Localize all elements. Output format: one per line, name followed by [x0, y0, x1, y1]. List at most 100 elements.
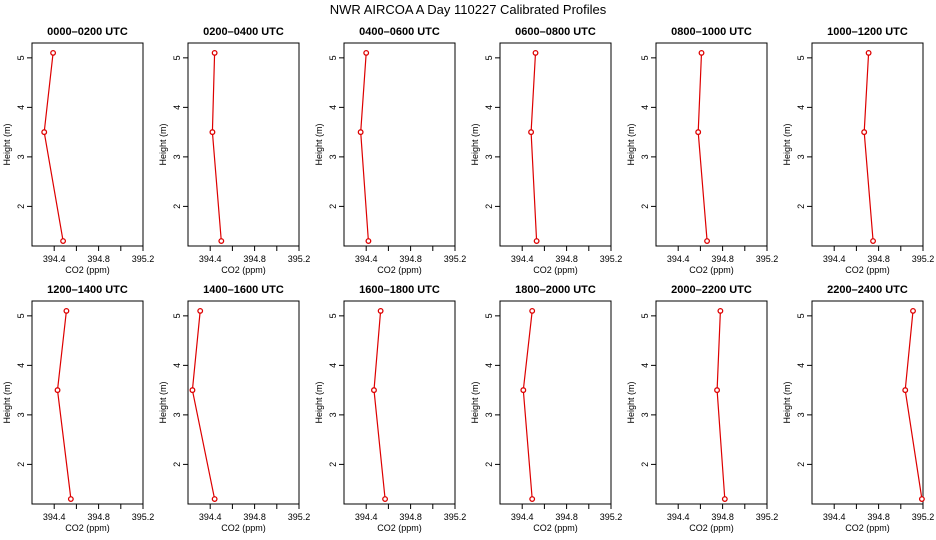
- x-tick-label: 394.4: [43, 512, 66, 522]
- x-tick-label: 395.2: [912, 512, 935, 522]
- x-tick-label: 394.4: [511, 512, 534, 522]
- y-tick-label: 2: [328, 462, 338, 467]
- y-tick-label: 2: [640, 204, 650, 209]
- data-point: [50, 49, 57, 56]
- data-point: [714, 387, 720, 394]
- plot-frame: [811, 42, 924, 247]
- data-point: [520, 387, 527, 394]
- x-tick-label: 395.2: [756, 254, 779, 264]
- profile-line: [863, 52, 874, 242]
- profile-line: [191, 310, 216, 500]
- data-point: [377, 307, 384, 314]
- plot-frame: [655, 300, 768, 505]
- x-tick-label: 395.2: [132, 254, 155, 264]
- panel-5: 0800–1000 UTC 394.4 394.8 395.2 2 3 4 5 CO2 (ppm…: [626, 26, 778, 275]
- data-point: [870, 238, 876, 244]
- y-tick-label: 2: [796, 204, 806, 209]
- y-tick-label: 4: [796, 105, 806, 110]
- x-axis-label: CO2 (ppm): [689, 265, 734, 275]
- y-axis-label: Height (m): [470, 381, 480, 423]
- data-point: [382, 496, 389, 502]
- x-axis-label: CO2 (ppm): [845, 523, 890, 533]
- y-tick-label: 4: [328, 105, 338, 110]
- y-tick-label: 4: [640, 105, 650, 110]
- x-axis-label: CO2 (ppm): [845, 265, 890, 275]
- y-tick-label: 5: [16, 55, 26, 60]
- x-tick-label: 395.2: [600, 512, 623, 522]
- data-point: [865, 49, 872, 56]
- panel-title: 0600–0800 UTC: [515, 26, 596, 38]
- y-tick-label: 5: [640, 313, 650, 318]
- y-tick-label: 5: [172, 313, 182, 318]
- profile-line: [211, 52, 222, 242]
- data-point: [211, 49, 218, 56]
- y-tick-label: 3: [484, 154, 494, 159]
- y-axis-label: Height (m): [626, 381, 636, 423]
- x-tick-label: 394.8: [87, 254, 110, 264]
- y-tick-label: 2: [16, 462, 26, 467]
- plot-frame: [499, 42, 612, 247]
- x-tick-label: 394.4: [199, 512, 222, 522]
- panel-title: 1200–1400 UTC: [47, 284, 128, 296]
- y-tick-label: 5: [172, 55, 182, 60]
- profile-line: [904, 310, 923, 500]
- x-axis-label: CO2 (ppm): [533, 265, 578, 275]
- x-tick-label: 395.2: [288, 512, 311, 522]
- data-point: [695, 129, 702, 136]
- y-tick-label: 4: [796, 363, 806, 368]
- y-tick-label: 2: [484, 204, 494, 209]
- y-tick-label: 3: [640, 154, 650, 159]
- panel-2: 0200–0400 UTC 394.4 394.8 395.2 2 3 4 5 CO2 (ppm…: [158, 26, 310, 275]
- x-tick-label: 394.8: [555, 512, 578, 522]
- x-axis-label: CO2 (ppm): [377, 523, 422, 533]
- y-axis-label: Height (m): [470, 123, 480, 165]
- panel-12: 2200–2400 UTC 394.4 394.8 395.2 2 3 4 5 CO2 (ppm…: [782, 284, 934, 533]
- panel-6: 1000–1200 UTC 394.4 394.8 395.2 2 3 4 5 CO2 (ppm…: [782, 26, 934, 275]
- panel-title: 1000–1200 UTC: [827, 26, 908, 38]
- x-axis-label: CO2 (ppm): [377, 265, 422, 275]
- x-axis-label: CO2 (ppm): [689, 523, 734, 533]
- y-tick-label: 5: [640, 55, 650, 60]
- data-point: [717, 307, 724, 314]
- x-tick-label: 395.2: [756, 512, 779, 522]
- y-tick-label: 5: [796, 313, 806, 318]
- data-point: [211, 496, 218, 502]
- data-point: [67, 496, 74, 502]
- data-point: [861, 129, 868, 136]
- x-tick-label: 394.8: [555, 254, 578, 264]
- y-tick-label: 2: [16, 204, 26, 209]
- panel-8: 1400–1600 UTC 394.4 394.8 395.2 2 3 4 5 CO2 (ppm…: [158, 284, 310, 533]
- x-tick-label: 394.4: [667, 254, 690, 264]
- data-point: [357, 129, 364, 136]
- data-point: [365, 238, 372, 244]
- y-axis-label: Height (m): [626, 123, 636, 165]
- y-tick-label: 5: [328, 55, 338, 60]
- panel-title: 0800–1000 UTC: [671, 26, 752, 38]
- x-axis-label: CO2 (ppm): [221, 523, 266, 533]
- y-tick-label: 5: [484, 313, 494, 318]
- x-tick-label: 394.4: [199, 254, 222, 264]
- data-point: [529, 307, 536, 314]
- y-tick-label: 2: [796, 462, 806, 467]
- plot-frame: [655, 42, 768, 247]
- x-tick-label: 395.2: [600, 254, 623, 264]
- panel-title: 2000–2200 UTC: [671, 284, 752, 296]
- y-tick-label: 5: [796, 55, 806, 60]
- x-tick-label: 394.8: [711, 254, 734, 264]
- data-point: [363, 49, 370, 56]
- plot-frame: [343, 300, 456, 505]
- panel-11: 2000–2200 UTC 394.4 394.8 395.2 2 3 4 5 CO2 (ppm…: [626, 284, 778, 533]
- profile-line: [530, 52, 538, 242]
- panel-title: 0400–0600 UTC: [359, 26, 440, 38]
- data-point: [918, 496, 925, 502]
- x-axis-label: CO2 (ppm): [65, 265, 110, 275]
- data-point: [533, 238, 540, 244]
- panel-title: 2200–2400 UTC: [827, 284, 908, 296]
- y-tick-label: 4: [16, 363, 26, 368]
- x-tick-label: 395.2: [132, 512, 155, 522]
- x-tick-label: 394.8: [243, 254, 266, 264]
- data-point: [721, 496, 728, 502]
- data-point: [910, 307, 916, 314]
- y-tick-label: 2: [484, 462, 494, 467]
- plot-frame: [31, 300, 144, 505]
